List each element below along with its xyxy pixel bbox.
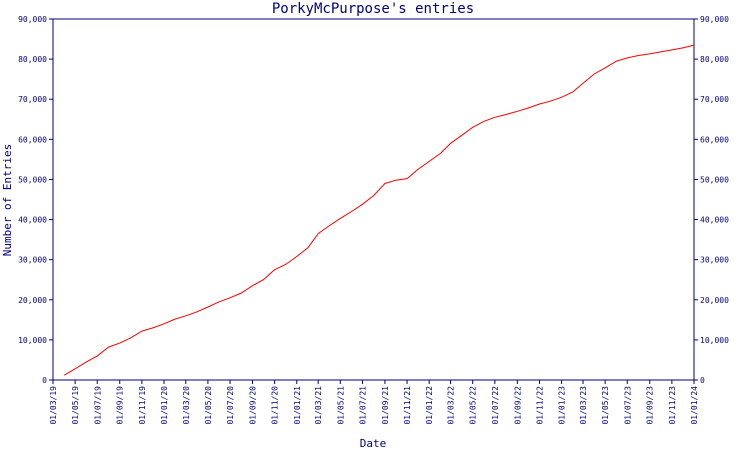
series-layer xyxy=(63,44,695,376)
y-tick-label-right: 80,000 xyxy=(700,55,729,64)
x-tick-label: 01/05/21 xyxy=(336,386,345,425)
chart-title: PorkyMcPurpose's entries xyxy=(272,1,474,17)
y-tick-label-left: 0 xyxy=(42,376,47,385)
x-tick-label: 01/05/20 xyxy=(204,386,213,425)
y-tick-label-right: 40,000 xyxy=(700,216,729,225)
y-axis-right: 0 10,000 20,000 30,000 40,000 50,000 60,000 70,… xyxy=(694,15,729,385)
x-tick-label: 01/03/21 xyxy=(314,386,323,425)
x-tick-label: 01/01/22 xyxy=(425,386,434,425)
x-axis-title: Date xyxy=(360,437,387,450)
x-tick-label: 01/07/22 xyxy=(491,386,500,425)
x-tick-label: 01/01/24 xyxy=(690,386,699,425)
y-tick-label-right: 0 xyxy=(700,376,705,385)
x-tick-label: 01/09/22 xyxy=(513,386,522,425)
y-tick-label-left: 70,000 xyxy=(18,95,47,104)
x-tick-label: 01/09/20 xyxy=(249,386,258,425)
x-tick-label: 01/07/21 xyxy=(358,386,367,425)
x-tick-label: 01/01/21 xyxy=(293,386,302,425)
y-tick-label-left: 80,000 xyxy=(18,55,47,64)
y-tick-label-left: 40,000 xyxy=(18,216,47,225)
y-tick-label-left: 90,000 xyxy=(18,15,47,24)
plot-border xyxy=(52,18,695,381)
y-tick-label-right: 10,000 xyxy=(700,336,729,345)
y-tick-label-left: 60,000 xyxy=(18,135,47,144)
x-tick-label: 01/05/19 xyxy=(71,386,80,425)
y-axis-title: Number of Entries xyxy=(1,144,14,257)
x-tick-label: 01/09/23 xyxy=(646,386,655,425)
y-tick-label-left: 10,000 xyxy=(18,336,47,345)
x-tick-label: 01/07/23 xyxy=(623,386,632,425)
x-tick-label: 01/05/23 xyxy=(601,386,610,425)
y-tick-label-left: 50,000 xyxy=(18,175,47,184)
y-tick-label-left: 30,000 xyxy=(18,256,47,265)
x-tick-label: 01/03/23 xyxy=(579,386,588,425)
x-tick-label: 01/11/22 xyxy=(535,386,544,425)
x-tick-label: 01/07/19 xyxy=(93,386,102,425)
y-tick-label-right: 90,000 xyxy=(700,15,729,24)
x-tick-label: 01/01/20 xyxy=(160,386,169,425)
x-tick-label: 01/11/19 xyxy=(138,386,147,425)
y-tick-label-right: 60,000 xyxy=(700,135,729,144)
x-tick-label: 01/09/21 xyxy=(381,386,390,425)
x-axis: 01/03/19 01/05/19 01/07/19 01/09/19 01/11/19… xyxy=(49,380,699,425)
x-tick-label: 01/11/23 xyxy=(668,386,677,425)
x-tick-label: 01/03/22 xyxy=(447,386,456,425)
x-tick-label: 01/03/19 xyxy=(49,386,58,425)
x-tick-label: 01/11/21 xyxy=(403,386,412,425)
x-tick-label: 01/05/22 xyxy=(469,386,478,425)
x-tick-label: 01/11/20 xyxy=(271,386,280,425)
entries-series-line xyxy=(63,44,695,376)
plot-frame xyxy=(52,18,695,381)
y-tick-label-right: 50,000 xyxy=(700,175,729,184)
x-tick-label: 01/01/23 xyxy=(558,386,567,425)
x-tick-label: 01/09/19 xyxy=(116,386,125,425)
y-tick-label-right: 30,000 xyxy=(700,256,729,265)
y-axis-left: 0 10,000 20,000 30,000 40,000 50,000 60,000 70,… xyxy=(18,15,53,385)
x-tick-label: 01/03/20 xyxy=(182,386,191,425)
y-tick-label-left: 20,000 xyxy=(18,296,47,305)
y-tick-label-right: 20,000 xyxy=(700,296,729,305)
x-tick-label: 01/07/20 xyxy=(226,386,235,425)
y-tick-label-right: 70,000 xyxy=(700,95,729,104)
